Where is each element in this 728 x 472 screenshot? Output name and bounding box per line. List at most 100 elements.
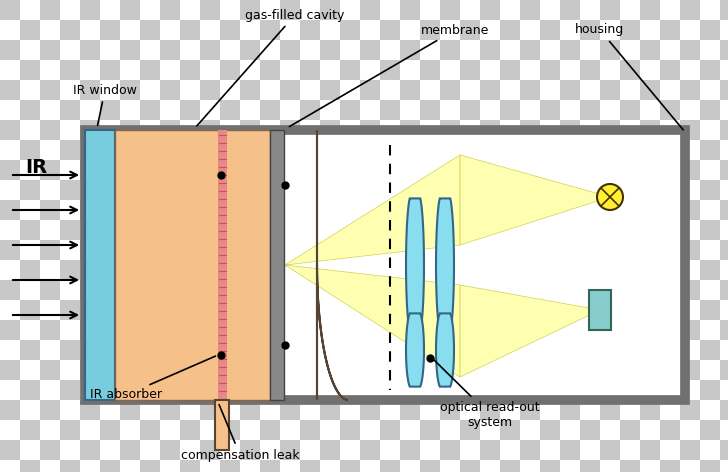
Bar bbox=[540, 280, 560, 300]
Bar bbox=[160, 240, 180, 260]
Bar bbox=[300, 40, 320, 60]
Bar bbox=[80, 420, 100, 440]
Bar bbox=[360, 100, 380, 120]
Bar bbox=[500, 20, 520, 40]
Bar bbox=[380, 280, 400, 300]
Bar bbox=[420, 340, 440, 360]
Bar bbox=[720, 80, 728, 100]
Bar bbox=[620, 160, 640, 180]
Bar bbox=[160, 260, 180, 280]
Bar bbox=[580, 380, 600, 400]
Bar bbox=[300, 260, 320, 280]
Bar bbox=[20, 40, 40, 60]
Bar bbox=[720, 460, 728, 472]
Bar bbox=[380, 40, 400, 60]
Bar bbox=[140, 440, 160, 460]
Bar bbox=[660, 340, 680, 360]
Bar bbox=[640, 460, 660, 472]
Bar bbox=[60, 20, 80, 40]
Bar bbox=[560, 160, 580, 180]
Bar bbox=[540, 400, 560, 420]
Bar bbox=[200, 220, 220, 240]
Bar bbox=[160, 360, 180, 380]
Bar bbox=[420, 380, 440, 400]
Bar bbox=[360, 320, 380, 340]
Bar bbox=[640, 240, 660, 260]
Bar bbox=[240, 380, 260, 400]
Bar bbox=[220, 100, 240, 120]
Bar bbox=[160, 200, 180, 220]
Bar bbox=[380, 400, 400, 420]
Bar bbox=[360, 260, 380, 280]
Bar bbox=[660, 140, 680, 160]
Bar bbox=[440, 240, 460, 260]
Bar bbox=[80, 400, 100, 420]
Bar bbox=[60, 240, 80, 260]
Bar bbox=[200, 400, 220, 420]
Bar bbox=[460, 100, 480, 120]
Bar bbox=[520, 380, 540, 400]
Bar bbox=[120, 400, 140, 420]
Bar bbox=[140, 160, 160, 180]
Bar bbox=[640, 200, 660, 220]
Bar bbox=[440, 180, 460, 200]
Bar bbox=[640, 40, 660, 60]
Bar bbox=[120, 100, 140, 120]
Bar bbox=[720, 240, 728, 260]
Bar bbox=[560, 320, 580, 340]
Bar bbox=[60, 300, 80, 320]
Bar bbox=[380, 20, 400, 40]
Bar bbox=[480, 280, 500, 300]
Bar bbox=[700, 60, 720, 80]
Bar bbox=[240, 420, 260, 440]
Bar bbox=[240, 320, 260, 340]
Bar bbox=[620, 440, 640, 460]
Bar bbox=[560, 340, 580, 360]
Bar bbox=[620, 140, 640, 160]
Bar bbox=[620, 60, 640, 80]
Bar bbox=[640, 420, 660, 440]
Bar bbox=[620, 40, 640, 60]
Bar bbox=[560, 360, 580, 380]
Bar bbox=[620, 100, 640, 120]
Bar bbox=[320, 200, 340, 220]
Bar bbox=[300, 420, 320, 440]
Bar bbox=[660, 440, 680, 460]
Bar bbox=[680, 260, 700, 280]
Bar bbox=[160, 440, 180, 460]
Bar bbox=[400, 380, 420, 400]
Bar bbox=[280, 440, 300, 460]
Bar bbox=[160, 220, 180, 240]
Bar bbox=[400, 440, 420, 460]
Polygon shape bbox=[406, 313, 424, 387]
Bar bbox=[300, 440, 320, 460]
Bar bbox=[240, 360, 260, 380]
Bar bbox=[340, 220, 360, 240]
Bar bbox=[600, 460, 620, 472]
Bar bbox=[260, 80, 280, 100]
Bar bbox=[640, 120, 660, 140]
Bar bbox=[420, 180, 440, 200]
Bar bbox=[580, 360, 600, 380]
Bar bbox=[480, 0, 500, 20]
Bar bbox=[320, 60, 340, 80]
Bar bbox=[380, 100, 400, 120]
Bar bbox=[600, 200, 620, 220]
Bar bbox=[140, 260, 160, 280]
Bar bbox=[180, 20, 200, 40]
Bar bbox=[480, 120, 500, 140]
Bar bbox=[680, 360, 700, 380]
Bar bbox=[620, 360, 640, 380]
Bar bbox=[620, 80, 640, 100]
Bar bbox=[120, 20, 140, 40]
Bar bbox=[600, 80, 620, 100]
Bar bbox=[580, 120, 600, 140]
Bar bbox=[100, 60, 120, 80]
Bar bbox=[480, 440, 500, 460]
Bar bbox=[660, 200, 680, 220]
Bar bbox=[560, 200, 580, 220]
Bar bbox=[600, 40, 620, 60]
Bar bbox=[60, 160, 80, 180]
Bar bbox=[640, 20, 660, 40]
Bar bbox=[500, 280, 520, 300]
